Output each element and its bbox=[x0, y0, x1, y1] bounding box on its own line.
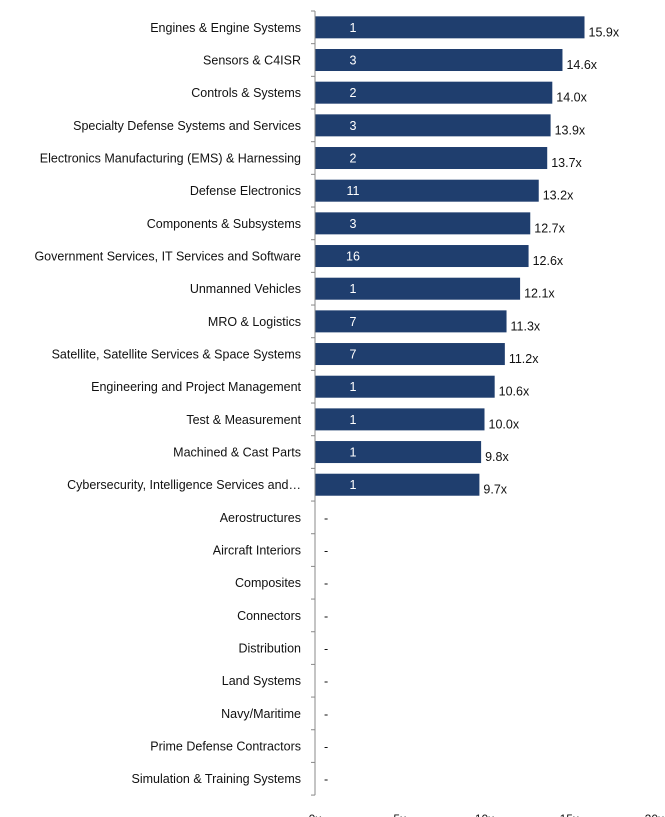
bar-value-label: 13.2x bbox=[543, 189, 574, 203]
bar-value-label: - bbox=[324, 707, 328, 721]
bar-value-label: 11.3x bbox=[511, 319, 541, 333]
bar-value-label: 9.7x bbox=[483, 483, 507, 497]
bar-count-label: 2 bbox=[350, 152, 357, 166]
bar bbox=[315, 16, 585, 39]
category-label: Government Services, IT Services and Sof… bbox=[34, 250, 301, 264]
bar-count-label: 3 bbox=[350, 217, 357, 231]
bar-value-label: 11.2x bbox=[509, 352, 539, 366]
category-label: Unmanned Vehicles bbox=[190, 282, 301, 296]
category-label: Simulation & Training Systems bbox=[131, 772, 301, 786]
category-label: Cybersecurity, Intelligence Services and… bbox=[67, 478, 301, 492]
category-label: Satellite, Satellite Services & Space Sy… bbox=[52, 348, 301, 362]
bar-count-label: 3 bbox=[350, 54, 357, 68]
bar bbox=[315, 277, 521, 300]
bar bbox=[315, 81, 553, 104]
x-tick-label: 10x bbox=[475, 812, 494, 817]
bar-count-label: 1 bbox=[350, 446, 357, 460]
x-axis-ticks-group: 0x 5x 10x 15x 20x bbox=[309, 812, 664, 817]
category-label: Navy/Maritime bbox=[221, 707, 301, 721]
bar bbox=[315, 49, 563, 72]
bar-value-label: 10.0x bbox=[489, 417, 520, 431]
bar-count-label: 1 bbox=[350, 21, 357, 35]
x-tick-label: 0x bbox=[309, 812, 322, 817]
bar bbox=[315, 212, 531, 235]
bar-value-label: 14.6x bbox=[566, 58, 597, 72]
bar-value-label: 14.0x bbox=[556, 91, 587, 105]
bar bbox=[315, 114, 551, 137]
bar-value-label: - bbox=[324, 577, 328, 591]
category-label: Machined & Cast Parts bbox=[173, 446, 301, 460]
bar bbox=[315, 375, 495, 398]
bar bbox=[315, 343, 505, 366]
bar-count-label: 1 bbox=[350, 413, 357, 427]
bar-count-label: 1 bbox=[350, 478, 357, 492]
bar-value-label: - bbox=[324, 544, 328, 558]
category-label: Aerostructures bbox=[220, 511, 301, 525]
bar-value-label: 13.7x bbox=[551, 156, 582, 170]
bar-value-label: - bbox=[324, 675, 328, 689]
category-label: Sensors & C4ISR bbox=[203, 54, 301, 68]
category-label: Composites bbox=[235, 576, 301, 590]
bar-count-label: 16 bbox=[346, 250, 360, 264]
bar-value-label: - bbox=[324, 773, 328, 787]
bar-value-label: 9.8x bbox=[485, 450, 509, 464]
category-label: Aircraft Interiors bbox=[213, 544, 301, 558]
category-label: Land Systems bbox=[222, 674, 301, 688]
category-label: Defense Electronics bbox=[190, 184, 301, 198]
category-labels-group: Engines & Engine Systems Sensors & C4ISR C… bbox=[34, 21, 301, 786]
bar-value-label: - bbox=[324, 511, 328, 525]
bar-count-label: 11 bbox=[347, 184, 360, 198]
x-tick-label: 15x bbox=[560, 812, 579, 817]
y-axis-tick-marks bbox=[311, 10, 315, 796]
x-tick-label: 20x bbox=[645, 812, 664, 817]
category-label: Test & Measurement bbox=[186, 413, 301, 427]
category-label: Specialty Defense Systems and Services bbox=[73, 119, 301, 133]
bar-value-label: 15.9x bbox=[589, 25, 620, 39]
bar-value-label: 12.6x bbox=[533, 254, 564, 268]
bar-value-label: - bbox=[324, 740, 328, 754]
bar bbox=[315, 147, 548, 170]
bar bbox=[315, 441, 482, 464]
category-label: Components & Subsystems bbox=[147, 217, 301, 231]
category-label: Connectors bbox=[237, 609, 301, 623]
bar-value-label: - bbox=[324, 642, 328, 656]
bar-value-label: 13.9x bbox=[555, 123, 586, 137]
bar-value-label: - bbox=[324, 609, 328, 623]
bar bbox=[315, 408, 485, 431]
bar-count-label: 7 bbox=[350, 315, 357, 329]
bar-count-label: 7 bbox=[350, 348, 357, 362]
bar-value-label: 12.1x bbox=[524, 287, 555, 301]
bar-count-label: 1 bbox=[350, 380, 357, 394]
bar bbox=[315, 179, 539, 202]
bar-value-label: 10.6x bbox=[499, 385, 530, 399]
category-label: Distribution bbox=[238, 642, 301, 656]
category-label: Engineering and Project Management bbox=[91, 380, 301, 394]
category-label: Engines & Engine Systems bbox=[150, 21, 301, 35]
bar bbox=[315, 245, 529, 268]
bar-value-label: 12.7x bbox=[534, 221, 565, 235]
bar-count-label: 2 bbox=[350, 86, 357, 100]
bar-count-label: 1 bbox=[350, 282, 357, 296]
category-label: MRO & Logistics bbox=[208, 315, 301, 329]
bar bbox=[315, 473, 480, 496]
category-label: Electronics Manufacturing (EMS) & Harnes… bbox=[40, 152, 301, 166]
category-label: Prime Defense Contractors bbox=[150, 740, 301, 754]
category-label: Controls & Systems bbox=[191, 86, 301, 100]
bar bbox=[315, 310, 507, 333]
bar-count-label: 3 bbox=[350, 119, 357, 133]
x-tick-label: 5x bbox=[393, 812, 406, 817]
